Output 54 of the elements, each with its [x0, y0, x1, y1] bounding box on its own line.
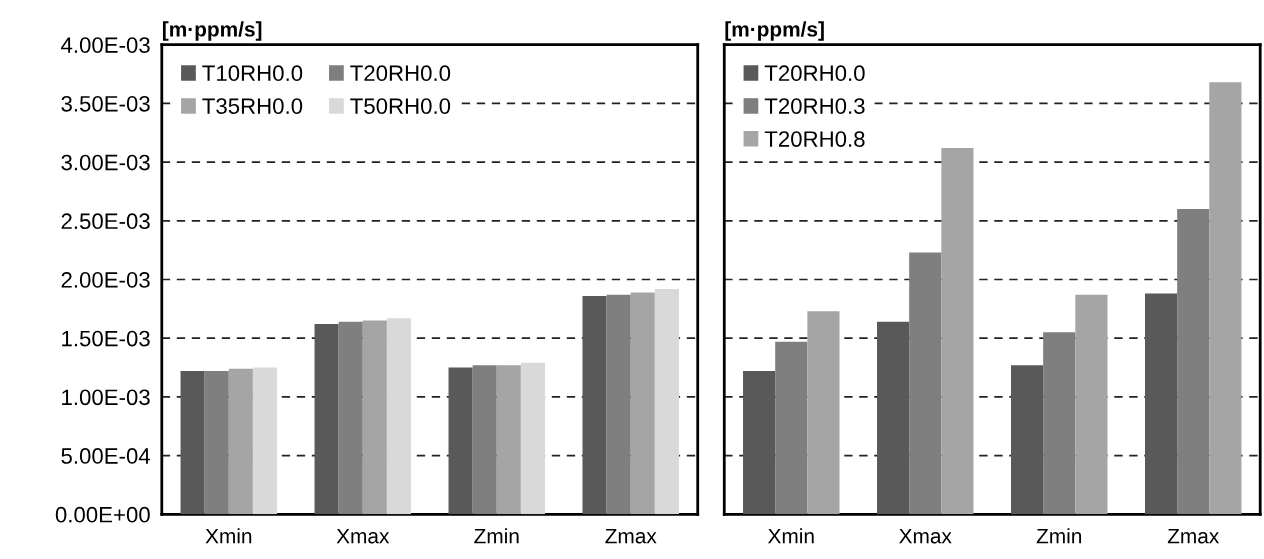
x-tick-label: Zmin — [474, 528, 519, 544]
y-tick-label: 3.50E-03 — [61, 95, 150, 112]
chart-title: [m·ppm/s] — [725, 21, 824, 41]
legend-label: T20RH0.0 — [764, 65, 865, 82]
y-tick-label: 4.00E-03 — [61, 37, 150, 53]
x-tick-label: Xmin — [768, 528, 814, 544]
bar — [775, 341, 808, 515]
y-tick-label: 3.00E-03 — [61, 154, 150, 171]
bar — [228, 368, 253, 515]
bar — [520, 362, 545, 515]
bar — [338, 321, 363, 515]
bar — [448, 367, 473, 515]
bar — [1209, 82, 1242, 515]
bar — [362, 320, 387, 515]
chart-title: [m·ppm/s] — [162, 21, 262, 41]
bar — [941, 148, 974, 515]
bar — [204, 371, 229, 515]
x-tick-label: Zmax — [1167, 528, 1220, 544]
x-tick-label: Zmax — [605, 528, 657, 544]
legend-label: T50RH0.0 — [350, 98, 451, 114]
x-tick-label: Xmax — [336, 528, 390, 544]
bar — [654, 288, 679, 515]
bar — [386, 318, 411, 515]
bar — [1011, 365, 1044, 515]
x-tick-label: Zmin — [1036, 528, 1082, 544]
bar — [807, 311, 840, 515]
bar — [496, 365, 521, 515]
bar — [1144, 293, 1178, 515]
bar — [877, 321, 910, 515]
bar — [909, 252, 942, 515]
bar — [1043, 332, 1076, 515]
y-tick-label: 5.00E-04 — [61, 448, 151, 464]
bar — [314, 324, 339, 515]
legend-label: T20RH0.8 — [764, 131, 865, 147]
bar — [252, 367, 278, 515]
y-tick-label: 2.00E-03 — [61, 272, 150, 288]
bar — [743, 371, 776, 515]
bar — [1177, 209, 1210, 515]
y-tick-label: 2.50E-03 — [61, 213, 150, 230]
legend-label: T35RH0.0 — [202, 98, 303, 114]
bar — [582, 295, 607, 515]
legend-label: T20RH0.0 — [350, 65, 451, 82]
x-tick-label: Xmin — [205, 528, 252, 544]
bar — [1075, 294, 1108, 515]
bar — [606, 294, 631, 515]
bar — [180, 371, 205, 515]
bar — [630, 292, 655, 515]
x-tick-label: Xmax — [899, 528, 952, 544]
legend-label: T10RH0.0 — [202, 65, 303, 82]
legend-label: T20RH0.3 — [764, 98, 865, 114]
bar — [472, 365, 497, 515]
y-tick-label: 1.50E-03 — [62, 330, 150, 347]
y-tick-label: 1.00E-03 — [62, 389, 150, 406]
y-tick-label: 0.00E+00 — [55, 506, 150, 523]
